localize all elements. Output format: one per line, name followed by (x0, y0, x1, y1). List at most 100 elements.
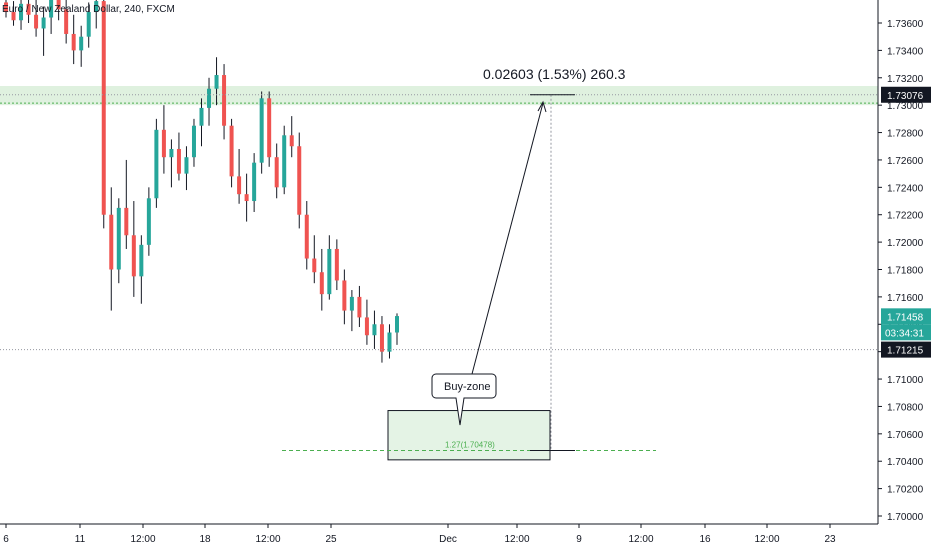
y-tick-label: 1.70600 (887, 430, 924, 441)
candle-body (56, 0, 61, 10)
candle-body (71, 33, 76, 51)
x-tick-label: 12:00 (754, 534, 779, 545)
callout-label: Buy-zone (444, 381, 490, 393)
candle-body (49, 0, 54, 18)
y-tick-label: 1.73600 (887, 19, 924, 30)
y-tick-label: 1.70400 (887, 457, 924, 468)
y-tick-label: 1.73000 (887, 101, 924, 112)
candle-body (334, 248, 339, 281)
measure-label: 0.02603 (1.53%) 260.3 (483, 66, 626, 82)
candle-body (79, 36, 84, 51)
y-tick-label: 1.72600 (887, 156, 924, 167)
x-tick-label: 6 (3, 534, 9, 545)
resistance-zone (0, 85, 878, 106)
chart-title: Euro / New Zealand Dollar, 240, FXCM (2, 4, 175, 15)
candle-body (259, 98, 264, 163)
candle-body (237, 176, 242, 195)
y-tick-label: 1.71800 (887, 266, 924, 277)
x-tick-label: Dec (439, 534, 457, 545)
candle-body (252, 162, 257, 202)
candle-body (184, 157, 189, 174)
candle-body (327, 248, 332, 295)
y-tick-label: 1.71000 (887, 375, 924, 386)
candle-body (357, 296, 362, 318)
price-badge (881, 86, 931, 103)
candle-body (109, 214, 114, 270)
x-tick-label: 18 (199, 534, 211, 545)
fib-label: 1.27(1.70478) (445, 441, 495, 450)
countdown-badge (881, 324, 931, 341)
y-tick-label: 1.72000 (887, 238, 924, 249)
candle-body (312, 258, 317, 273)
candle-body (131, 235, 136, 277)
candle-body (169, 148, 174, 158)
candle-body (154, 129, 159, 199)
candle-body (379, 324, 384, 352)
x-tick-label: 12:00 (628, 534, 653, 545)
projection-arrow-line (471, 102, 544, 375)
candle-body (34, 14, 39, 29)
candle-body (304, 214, 309, 259)
candle-body (161, 129, 166, 158)
candle-body (244, 194, 249, 202)
candle-body (146, 198, 151, 245)
candle-body (86, 12, 91, 37)
y-tick-label: 1.72200 (887, 211, 924, 222)
candle-body (4, 2, 8, 13)
x-tick-label: 23 (824, 534, 836, 545)
candle-body (64, 9, 69, 34)
candle-body (342, 280, 347, 311)
candle-body (395, 316, 399, 333)
y-tick-label: 1.71600 (887, 293, 924, 304)
candle-body (176, 148, 181, 174)
candle-body (207, 88, 212, 108)
y-tick-label: 1.73200 (887, 74, 924, 85)
x-tick-label: 12:00 (130, 534, 155, 545)
candle-body (222, 75, 227, 126)
candle-body (124, 207, 129, 236)
countdown-label: 03:34:31 (885, 328, 924, 339)
candle-body (274, 157, 279, 188)
candle-body (101, 1, 106, 215)
candle-body (229, 125, 234, 177)
price-badge (881, 341, 931, 358)
candle-body (387, 332, 392, 352)
x-tick-label: 9 (576, 534, 582, 545)
price-badge (881, 308, 931, 325)
y-tick-label: 1.72400 (887, 183, 924, 194)
candle-body (11, 12, 16, 21)
candle-body (267, 98, 272, 158)
x-tick-label: 11 (75, 534, 86, 545)
candle-body (364, 317, 369, 336)
candle-body (41, 17, 46, 29)
y-tick-label: 1.72800 (887, 129, 924, 140)
candle-body (199, 107, 204, 126)
candle-body (19, 3, 24, 21)
price-badge-label: 1.71458 (887, 312, 924, 323)
candle-body (297, 146, 302, 215)
callout-box (431, 373, 497, 426)
price-badge-label: 1.71215 (887, 346, 924, 357)
projection-arrow-head (537, 100, 547, 113)
candle-body (191, 125, 196, 158)
candle-body (139, 244, 144, 277)
candle-body (372, 324, 377, 336)
y-tick-label: 1.70200 (887, 485, 924, 496)
overlays-layer: 1.27(1.70478) 0.02603 (1.53%) 260.3 Buy-zo… (0, 66, 878, 452)
y-tick-label: 1.70000 (887, 512, 924, 523)
candles-layer (4, 0, 399, 363)
candle-body (94, 1, 99, 13)
candle-body (289, 135, 294, 147)
candle-body (26, 3, 31, 15)
x-tick-label: 12:00 (504, 534, 529, 545)
candle-body (116, 207, 121, 270)
y-tick-label: 1.73400 (887, 46, 924, 57)
buy-zone-box (387, 410, 551, 461)
candle-body (282, 135, 287, 188)
candle-body (319, 272, 324, 295)
x-tick-label: 16 (699, 534, 711, 545)
candle-body (214, 75, 219, 89)
